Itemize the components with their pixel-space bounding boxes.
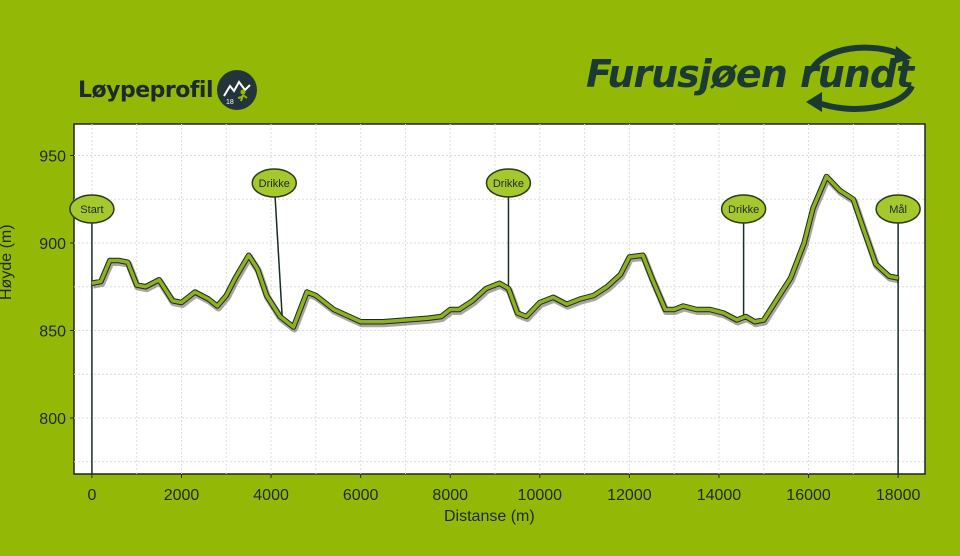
brand-word-furusjoen: Furusjøen	[586, 52, 788, 96]
y-tick-label: 950	[39, 149, 66, 166]
marker-badge: Drikke	[251, 168, 298, 198]
y-tick-label: 850	[39, 324, 66, 341]
header-left: Løypeprofil 18	[78, 70, 258, 110]
y-tick-label: 800	[39, 411, 66, 428]
x-tick-label: 12000	[607, 487, 652, 504]
marker-lines	[91, 182, 899, 474]
marker-ellipse	[251, 168, 298, 198]
x-tick-label: 14000	[697, 487, 742, 504]
x-tick-label: 18000	[876, 487, 921, 504]
profile-series	[91, 173, 900, 333]
x-axis-label: Distanse (m)	[444, 508, 535, 525]
x-tick-label: 4000	[253, 487, 289, 504]
brand-word-rundt: rundt	[800, 52, 914, 96]
badge-number: 18	[226, 99, 234, 106]
grid-lines	[74, 124, 925, 474]
marker-labels: Start Drikke Drikke Drikke Mål	[69, 168, 921, 224]
profile-line	[91, 174, 899, 329]
marker-badge: Start	[69, 194, 115, 224]
page-title: Løypeprofil	[78, 77, 214, 103]
marker-ellipse	[720, 194, 767, 224]
marker-ellipse	[69, 194, 115, 224]
x-tick-label: 16000	[786, 487, 831, 504]
marker-label: Drikke	[259, 178, 290, 190]
marker-badge: Mål	[875, 194, 921, 224]
y-axis-label: Høyde (m)	[0, 224, 15, 300]
x-tick-label: 2000	[164, 487, 200, 504]
x-tick-label: 6000	[343, 487, 379, 504]
marker-badge: Drikke	[485, 168, 532, 198]
x-tick-label: 0	[87, 487, 96, 504]
brand-logo: Furusjøen rundt	[586, 40, 926, 116]
marker-label: Start	[80, 204, 103, 216]
x-tick-label: 10000	[518, 487, 563, 504]
brand-arrows-icon	[806, 44, 915, 112]
y-tick-label: 900	[39, 236, 66, 253]
marker-ellipse	[485, 168, 532, 198]
marker-label: Mål	[889, 204, 907, 216]
marker-line	[273, 182, 284, 319]
tick-labels: 800 850 900 950 0 2000 4000 6000 8000 10000 12000 1…	[39, 149, 920, 505]
marker-label: Drikke	[728, 204, 759, 216]
x-tick-label: 8000	[432, 487, 468, 504]
marker-ellipse	[875, 194, 921, 224]
marker-badge: Drikke	[720, 194, 767, 224]
runner-badge-icon: 18	[217, 70, 258, 110]
marker-label: Drikke	[493, 178, 524, 190]
